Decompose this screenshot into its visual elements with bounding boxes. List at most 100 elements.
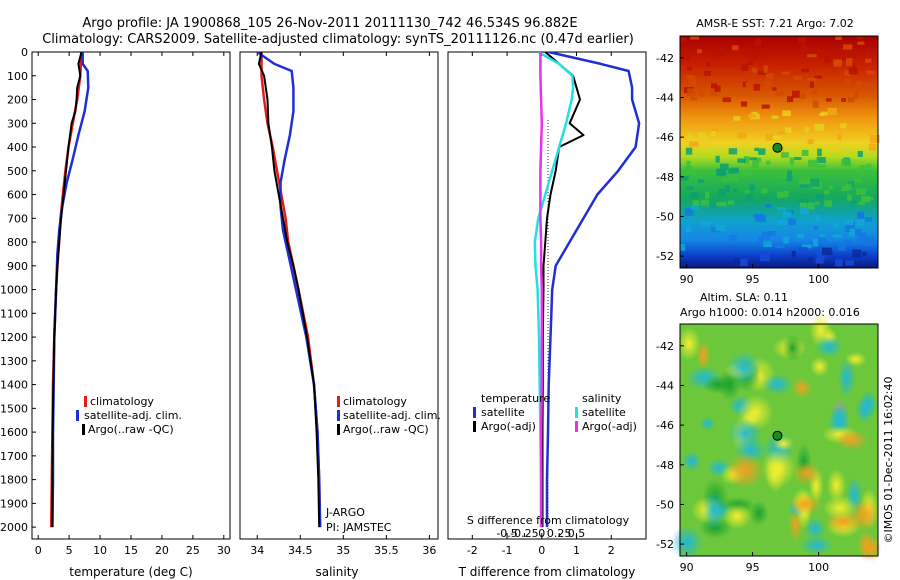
x-tick-label: 10 — [93, 544, 107, 557]
sst-cell — [854, 178, 863, 183]
y-tick-label: -44 — [656, 91, 674, 104]
sst-cell — [700, 199, 709, 206]
y-tick-label: 600 — [7, 189, 28, 202]
sst-cell — [759, 54, 766, 59]
sst-cell — [687, 66, 692, 71]
x-tick-label: 95 — [746, 561, 760, 574]
temperature-xlabel: temperature (deg C) — [69, 565, 192, 579]
sst-cell — [845, 260, 854, 266]
sst-cell — [749, 157, 757, 161]
sst-cell — [797, 233, 804, 239]
sst-cell — [845, 226, 850, 233]
sst-cell — [801, 43, 807, 52]
y-tick-label: -44 — [656, 379, 674, 392]
y-tick-label: -48 — [656, 171, 674, 184]
sst-map-title: AMSR-E SST: 7.21 Argo: 7.02 — [696, 17, 854, 30]
x-tick-label: 5 — [66, 544, 73, 557]
legend-label-t-argo: Argo(-adj) — [481, 420, 536, 433]
sst-cell — [728, 148, 738, 155]
sst-cell — [837, 134, 842, 141]
sla-anomaly-blob — [814, 335, 844, 358]
sst-cell — [731, 45, 739, 51]
sst-cell — [728, 174, 739, 181]
sst-cell — [813, 226, 819, 230]
x-tick-label: 90 — [680, 273, 694, 286]
y-tick-label: 1300 — [0, 355, 28, 368]
sst-cell — [754, 157, 762, 163]
sst-cell — [834, 59, 842, 67]
sst-cell — [817, 148, 822, 157]
sst-cell — [807, 54, 817, 58]
sst-cell — [794, 157, 802, 161]
t-difference-tick-labels: -2 -1 0 1 2 — [467, 52, 615, 557]
y-tick-label: 0 — [21, 46, 28, 59]
sst-cell — [814, 201, 820, 206]
sla-anomaly-blob — [749, 500, 769, 526]
sst-cell — [857, 211, 865, 219]
salinity-panel: 34 34.5 35 35.5 36 salinity climatology sate… — [239, 51, 441, 579]
temperature-axes-frame — [31, 51, 231, 540]
sst-cell — [855, 229, 862, 236]
sst-cell — [862, 251, 867, 257]
y-tick-label: -50 — [656, 210, 674, 223]
sst-cell — [835, 169, 841, 175]
x-tick-label: 34 — [250, 544, 264, 557]
x-tick-label: 95 — [746, 273, 760, 286]
sst-cell — [791, 250, 796, 258]
salinity-xlabel: salinity — [315, 565, 358, 579]
x-tick-label: 1 — [573, 544, 580, 557]
sst-cell — [857, 151, 863, 158]
sst-cell — [869, 135, 880, 143]
sla-anomaly-blob — [782, 334, 803, 362]
sst-cell — [732, 188, 737, 193]
sst-cell — [807, 202, 815, 210]
y-tick-label: -48 — [656, 459, 674, 472]
sst-cell — [680, 37, 686, 42]
sst-cell — [814, 123, 825, 131]
sst-cell — [686, 186, 694, 190]
sst-cell — [817, 251, 825, 259]
sst-cell — [802, 244, 812, 249]
sst-cell — [761, 104, 770, 109]
sst-cell — [809, 178, 820, 187]
legend-label-s-argo: Argo(-adj) — [582, 420, 637, 433]
y-tick-label: 400 — [7, 141, 28, 154]
sst-cell — [813, 238, 819, 247]
sst-cell — [841, 98, 847, 103]
sst-cell — [845, 58, 853, 66]
y-tick-label: -52 — [656, 538, 674, 551]
sst-cell — [690, 206, 699, 210]
y-tick-label: 1100 — [0, 307, 28, 320]
legend-label-climatology: climatology — [343, 395, 407, 408]
sst-cell — [742, 81, 748, 88]
sst-cell — [771, 115, 779, 119]
sst-cell — [704, 71, 711, 76]
sla-anomaly-blob — [804, 517, 826, 541]
sst-cell — [786, 176, 793, 182]
sst-cell — [799, 202, 808, 211]
sla-anomaly-blob — [857, 529, 875, 562]
sst-cell — [841, 186, 848, 192]
sst-cell — [680, 244, 686, 251]
sst-cell — [826, 98, 832, 102]
sst-cell — [778, 219, 788, 226]
sst-cell — [799, 93, 806, 100]
sst-cell — [797, 37, 807, 44]
salinity-axes-frame — [239, 51, 439, 540]
sst-cell — [846, 219, 854, 226]
sst-cell — [760, 253, 770, 262]
temperature-legend: climatology satellite-adj. clim. Argo(..… — [76, 395, 182, 436]
x-tick-label: 2 — [608, 544, 615, 557]
y-tick-label: 1900 — [0, 497, 28, 510]
sst-lon-tick-labels: 90 95 100 — [680, 264, 829, 286]
sla-lon-tick-labels: 90 95 100 — [680, 552, 829, 574]
sst-cell — [835, 259, 843, 267]
sst-cell — [746, 193, 753, 202]
y-tick-label: 500 — [7, 165, 28, 178]
sst-cell — [777, 191, 784, 199]
temperature-panel: 0100200300400500600700800900100011001200… — [0, 46, 452, 579]
sla-map-title: Altim. SLA: 0.11 — [700, 291, 788, 304]
series-line-argo-raw-qc- — [51, 52, 83, 528]
sst-cell — [832, 234, 842, 238]
